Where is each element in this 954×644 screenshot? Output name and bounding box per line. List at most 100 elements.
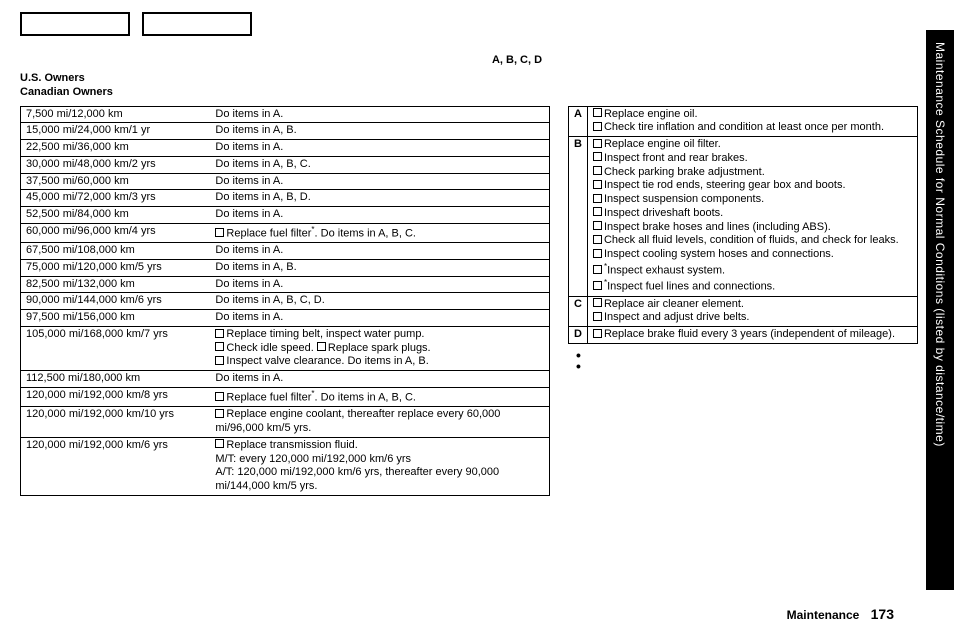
checkbox-icon bbox=[593, 122, 602, 131]
table-row: 120,000 mi/192,000 km/6 yrsReplace trans… bbox=[21, 437, 550, 495]
footer-label: Maintenance bbox=[787, 608, 860, 622]
distance-cell: 60,000 mi/96,000 km/4 yrs bbox=[21, 223, 211, 242]
checkbox-icon bbox=[215, 228, 224, 237]
group-letter: A bbox=[569, 106, 588, 137]
group-items: Replace engine oil.Check tire inflation … bbox=[587, 106, 917, 137]
distance-cell: 7,500 mi/12,000 km bbox=[21, 106, 211, 123]
action-cell: Do items in A. bbox=[210, 310, 549, 327]
checkbox-icon bbox=[593, 221, 602, 230]
action-cell: Do items in A, B, C, D. bbox=[210, 293, 549, 310]
table-row: 112,500 mi/180,000 kmDo items in A. bbox=[21, 371, 550, 388]
group-letter: D bbox=[569, 327, 588, 344]
checkbox-icon bbox=[593, 265, 602, 274]
checkbox-icon bbox=[215, 329, 224, 338]
items-row: DReplace brake fluid every 3 years (inde… bbox=[569, 327, 918, 344]
table-row: 67,500 mi/108,000 kmDo items in A. bbox=[21, 243, 550, 260]
top-box-2 bbox=[142, 12, 252, 36]
items-table: AReplace engine oil.Check tire inflation… bbox=[568, 106, 918, 344]
side-tab: Maintenance Schedule for Normal Conditio… bbox=[926, 30, 954, 590]
checkbox-icon bbox=[215, 409, 224, 418]
action-cell: Do items in A, B, D. bbox=[210, 190, 549, 207]
table-row: 60,000 mi/96,000 km/4 yrsReplace fuel fi… bbox=[21, 223, 550, 242]
top-boxes bbox=[20, 12, 934, 36]
distance-cell: 30,000 mi/48,000 km/2 yrs bbox=[21, 156, 211, 173]
table-row: 120,000 mi/192,000 km/8 yrsReplace fuel … bbox=[21, 387, 550, 406]
distance-cell: 22,500 mi/36,000 km bbox=[21, 140, 211, 157]
table-row: 30,000 mi/48,000 km/2 yrsDo items in A, … bbox=[21, 156, 550, 173]
items-row: CReplace air cleaner element.Inspect and… bbox=[569, 296, 918, 327]
action-cell: Do items in A. bbox=[210, 371, 549, 388]
owners-block: U.S. Owners Canadian Owners bbox=[20, 72, 934, 100]
distance-cell: 112,500 mi/180,000 km bbox=[21, 371, 211, 388]
checkbox-icon bbox=[593, 166, 602, 175]
checkbox-icon bbox=[215, 392, 224, 401]
items-row: BReplace engine oil filter.Inspect front… bbox=[569, 137, 918, 297]
action-cell: Do items in A. bbox=[210, 173, 549, 190]
action-cell: Replace timing belt, inspect water pump.… bbox=[210, 326, 549, 370]
checkbox-icon bbox=[317, 342, 326, 351]
action-cell: Do items in A. bbox=[210, 243, 549, 260]
checkbox-icon bbox=[593, 194, 602, 203]
ca-owners: Canadian Owners bbox=[20, 86, 934, 100]
table-row: 120,000 mi/192,000 km/10 yrsReplace engi… bbox=[21, 407, 550, 438]
table-row: 75,000 mi/120,000 km/5 yrsDo items in A,… bbox=[21, 259, 550, 276]
distance-cell: 97,500 mi/156,000 km bbox=[21, 310, 211, 327]
distance-cell: 75,000 mi/120,000 km/5 yrs bbox=[21, 259, 211, 276]
checkbox-icon bbox=[593, 312, 602, 321]
distance-cell: 120,000 mi/192,000 km/10 yrs bbox=[21, 407, 211, 438]
table-row: 7,500 mi/12,000 kmDo items in A. bbox=[21, 106, 550, 123]
action-cell: Replace fuel filter*. Do items in A, B, … bbox=[210, 223, 549, 242]
top-box-1 bbox=[20, 12, 130, 36]
distance-cell: 105,000 mi/168,000 km/7 yrs bbox=[21, 326, 211, 370]
action-cell: Do items in A, B, C. bbox=[210, 156, 549, 173]
checkbox-icon bbox=[593, 329, 602, 338]
items-row: AReplace engine oil.Check tire inflation… bbox=[569, 106, 918, 137]
header-abcd: A, B, C, D bbox=[100, 54, 934, 66]
group-items: Replace air cleaner element.Inspect and … bbox=[587, 296, 917, 327]
schedule-table: 7,500 mi/12,000 kmDo items in A.15,000 m… bbox=[20, 106, 550, 496]
action-cell: Replace transmission fluid.M/T: every 12… bbox=[210, 437, 549, 495]
action-cell: Do items in A. bbox=[210, 140, 549, 157]
page-dots: •• bbox=[576, 350, 918, 372]
table-row: 105,000 mi/168,000 km/7 yrsReplace timin… bbox=[21, 326, 550, 370]
distance-cell: 52,500 mi/84,000 km bbox=[21, 207, 211, 224]
checkbox-icon bbox=[593, 152, 602, 161]
checkbox-icon bbox=[215, 356, 224, 365]
distance-cell: 82,500 mi/132,000 km bbox=[21, 276, 211, 293]
checkbox-icon bbox=[593, 207, 602, 216]
group-items: Replace engine oil filter.Inspect front … bbox=[587, 137, 917, 297]
checkbox-icon bbox=[593, 235, 602, 244]
action-cell: Do items in A, B. bbox=[210, 259, 549, 276]
action-cell: Do items in A. bbox=[210, 207, 549, 224]
distance-cell: 90,000 mi/144,000 km/6 yrs bbox=[21, 293, 211, 310]
checkbox-icon bbox=[593, 180, 602, 189]
action-cell: Do items in A, B. bbox=[210, 123, 549, 140]
checkbox-icon bbox=[215, 439, 224, 448]
table-row: 90,000 mi/144,000 km/6 yrsDo items in A,… bbox=[21, 293, 550, 310]
group-letter: C bbox=[569, 296, 588, 327]
group-letter: B bbox=[569, 137, 588, 297]
table-row: 37,500 mi/60,000 kmDo items in A. bbox=[21, 173, 550, 190]
distance-cell: 37,500 mi/60,000 km bbox=[21, 173, 211, 190]
footer: Maintenance 173 bbox=[787, 606, 894, 622]
checkbox-icon bbox=[593, 108, 602, 117]
table-row: 52,500 mi/84,000 kmDo items in A. bbox=[21, 207, 550, 224]
checkbox-icon bbox=[593, 298, 602, 307]
table-row: 82,500 mi/132,000 kmDo items in A. bbox=[21, 276, 550, 293]
page-container: A, B, C, D U.S. Owners Canadian Owners 7… bbox=[0, 0, 954, 644]
checkbox-icon bbox=[593, 139, 602, 148]
action-cell: Replace engine coolant, thereafter repla… bbox=[210, 407, 549, 438]
action-cell: Do items in A. bbox=[210, 106, 549, 123]
checkbox-icon bbox=[593, 249, 602, 258]
table-row: 45,000 mi/72,000 km/3 yrsDo items in A, … bbox=[21, 190, 550, 207]
checkbox-icon bbox=[593, 281, 602, 290]
footer-page: 173 bbox=[871, 606, 894, 622]
table-row: 22,500 mi/36,000 kmDo items in A. bbox=[21, 140, 550, 157]
distance-cell: 67,500 mi/108,000 km bbox=[21, 243, 211, 260]
us-owners: U.S. Owners bbox=[20, 72, 934, 86]
table-row: 97,500 mi/156,000 kmDo items in A. bbox=[21, 310, 550, 327]
distance-cell: 45,000 mi/72,000 km/3 yrs bbox=[21, 190, 211, 207]
content-row: 7,500 mi/12,000 kmDo items in A.15,000 m… bbox=[20, 106, 934, 496]
table-row: 15,000 mi/24,000 km/1 yrDo items in A, B… bbox=[21, 123, 550, 140]
action-cell: Replace fuel filter*. Do items in A, B, … bbox=[210, 387, 549, 406]
